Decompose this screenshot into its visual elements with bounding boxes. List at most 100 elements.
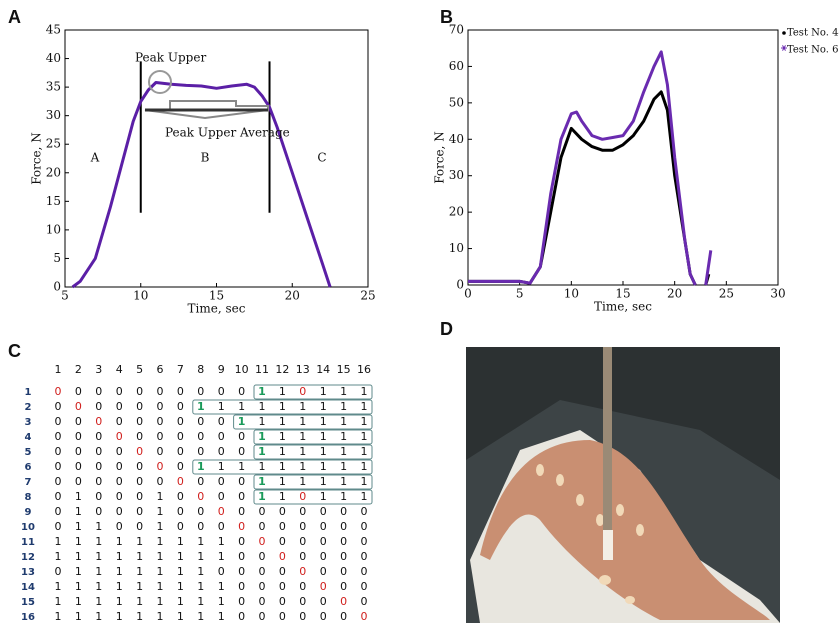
matrix-cell: 0	[95, 430, 102, 443]
matrix-cell: 1	[258, 430, 266, 443]
matrix-cell: 0	[218, 385, 225, 398]
matrix-cell: 1	[340, 460, 347, 473]
matrix-cell: 0	[157, 460, 164, 473]
matrix-cell: 0	[340, 505, 347, 518]
matrix-cell: 0	[218, 445, 225, 458]
matrix-cell: 0	[361, 610, 368, 623]
row-label: 7	[25, 477, 32, 488]
photo-holes	[536, 464, 644, 604]
matrix-cell: 1	[136, 535, 143, 548]
matrix-cell: 0	[177, 505, 184, 518]
matrix-cell: 1	[320, 400, 327, 413]
matrix-cell: 0	[55, 400, 62, 413]
row-label: 14	[21, 582, 35, 593]
matrix-cell: 1	[75, 580, 82, 593]
matrix-cell: 0	[299, 490, 306, 503]
matrix-cell: 1	[197, 460, 205, 473]
row-label: 8	[25, 492, 32, 503]
legend-label: Test No. 61	[787, 45, 839, 56]
matrix-cell: 1	[75, 505, 82, 518]
matrix-cell: 0	[238, 520, 245, 533]
matrix-cell: 1	[238, 415, 246, 428]
matrix-cell: 0	[340, 595, 347, 608]
matrix-cell: 0	[95, 385, 102, 398]
matrix-cell: 0	[279, 610, 286, 623]
matrix-cell: 1	[361, 460, 368, 473]
matrix-cell: 1	[259, 415, 266, 428]
series-line	[468, 50, 713, 286]
matrix-cell: 0	[75, 445, 82, 458]
matrix-cell: 1	[340, 430, 347, 443]
matrix-cell: 1	[361, 475, 368, 488]
matrix-cell: 1	[361, 445, 368, 458]
matrix-cell: 1	[258, 445, 266, 458]
series-line	[468, 90, 711, 286]
matrix-cell: 1	[55, 550, 62, 563]
row-label: 15	[21, 597, 35, 608]
matrix-cell: 1	[197, 400, 205, 413]
y-tick-label: 0	[53, 280, 61, 294]
matrix-cell: 0	[136, 460, 143, 473]
matrix-cell: 1	[177, 535, 184, 548]
matrix-cell: 0	[116, 400, 123, 413]
matrix-cell: 1	[320, 460, 327, 473]
matrix-cell: 1	[95, 610, 102, 623]
matrix-cell: 1	[157, 520, 164, 533]
column-header: 6	[157, 363, 164, 376]
matrix-cell: 0	[299, 565, 306, 578]
matrix-cell: 1	[218, 595, 225, 608]
photo-drill-tip	[603, 530, 613, 560]
matrix-cell: 0	[116, 520, 123, 533]
y-axis-label: Force, N	[30, 132, 44, 185]
matrix-cell: 1	[116, 580, 123, 593]
x-tick-label: 5	[61, 289, 69, 303]
matrix-cell: 0	[340, 520, 347, 533]
matrix-cell: 1	[218, 580, 225, 593]
matrix-cell: 0	[259, 505, 266, 518]
matrix-cell: 1	[218, 535, 225, 548]
matrix-cell: 0	[75, 400, 82, 413]
matrix-cell: 0	[340, 535, 347, 548]
run-box	[253, 474, 373, 490]
x-tick-label: 0	[464, 287, 472, 301]
matrix-cell: 1	[340, 475, 347, 488]
matrix-cell: 1	[320, 490, 327, 503]
matrix-cell: 0	[320, 505, 327, 518]
y-tick-label: 20	[46, 165, 61, 179]
annotation: Peak Upper Average	[165, 126, 290, 140]
matrix-cell: 0	[75, 415, 82, 428]
matrix-cell: 0	[157, 415, 164, 428]
matrix-cell: 1	[95, 520, 102, 533]
column-header: 14	[316, 363, 330, 376]
matrix-cell: 0	[238, 490, 245, 503]
matrix-cell: 1	[136, 550, 143, 563]
x-tick-label: 5	[516, 287, 524, 301]
annotation: C	[317, 151, 326, 165]
matrix-cell: 1	[95, 535, 102, 548]
run-box	[253, 429, 373, 445]
matrix-cell: 1	[136, 610, 143, 623]
matrix-cell: 1	[75, 520, 82, 533]
matrix-cell: 0	[238, 535, 245, 548]
matrix-cell: 1	[340, 490, 347, 503]
matrix-cell: 1	[55, 580, 62, 593]
run-box	[192, 399, 373, 415]
row-label: 2	[25, 402, 32, 413]
x-axis-label: Time, sec	[188, 302, 246, 316]
matrix-cell: 0	[361, 550, 368, 563]
matrix-cell: 1	[218, 550, 225, 563]
matrix-cell: 0	[136, 475, 143, 488]
y-tick-label: 70	[449, 23, 464, 37]
matrix-cell: 0	[136, 490, 143, 503]
matrix-cell: 0	[340, 565, 347, 578]
matrix-cell: 1	[75, 565, 82, 578]
matrix-cell: 0	[55, 445, 62, 458]
matrix-cell: 1	[361, 430, 368, 443]
matrix-cell: 0	[218, 430, 225, 443]
matrix-cell: 0	[136, 445, 143, 458]
matrix-cell: 0	[238, 430, 245, 443]
matrix-cell: 0	[95, 415, 102, 428]
matrix-cell: 0	[197, 415, 204, 428]
matrix-cell: 0	[55, 505, 62, 518]
y-tick-label: 25	[46, 137, 61, 151]
